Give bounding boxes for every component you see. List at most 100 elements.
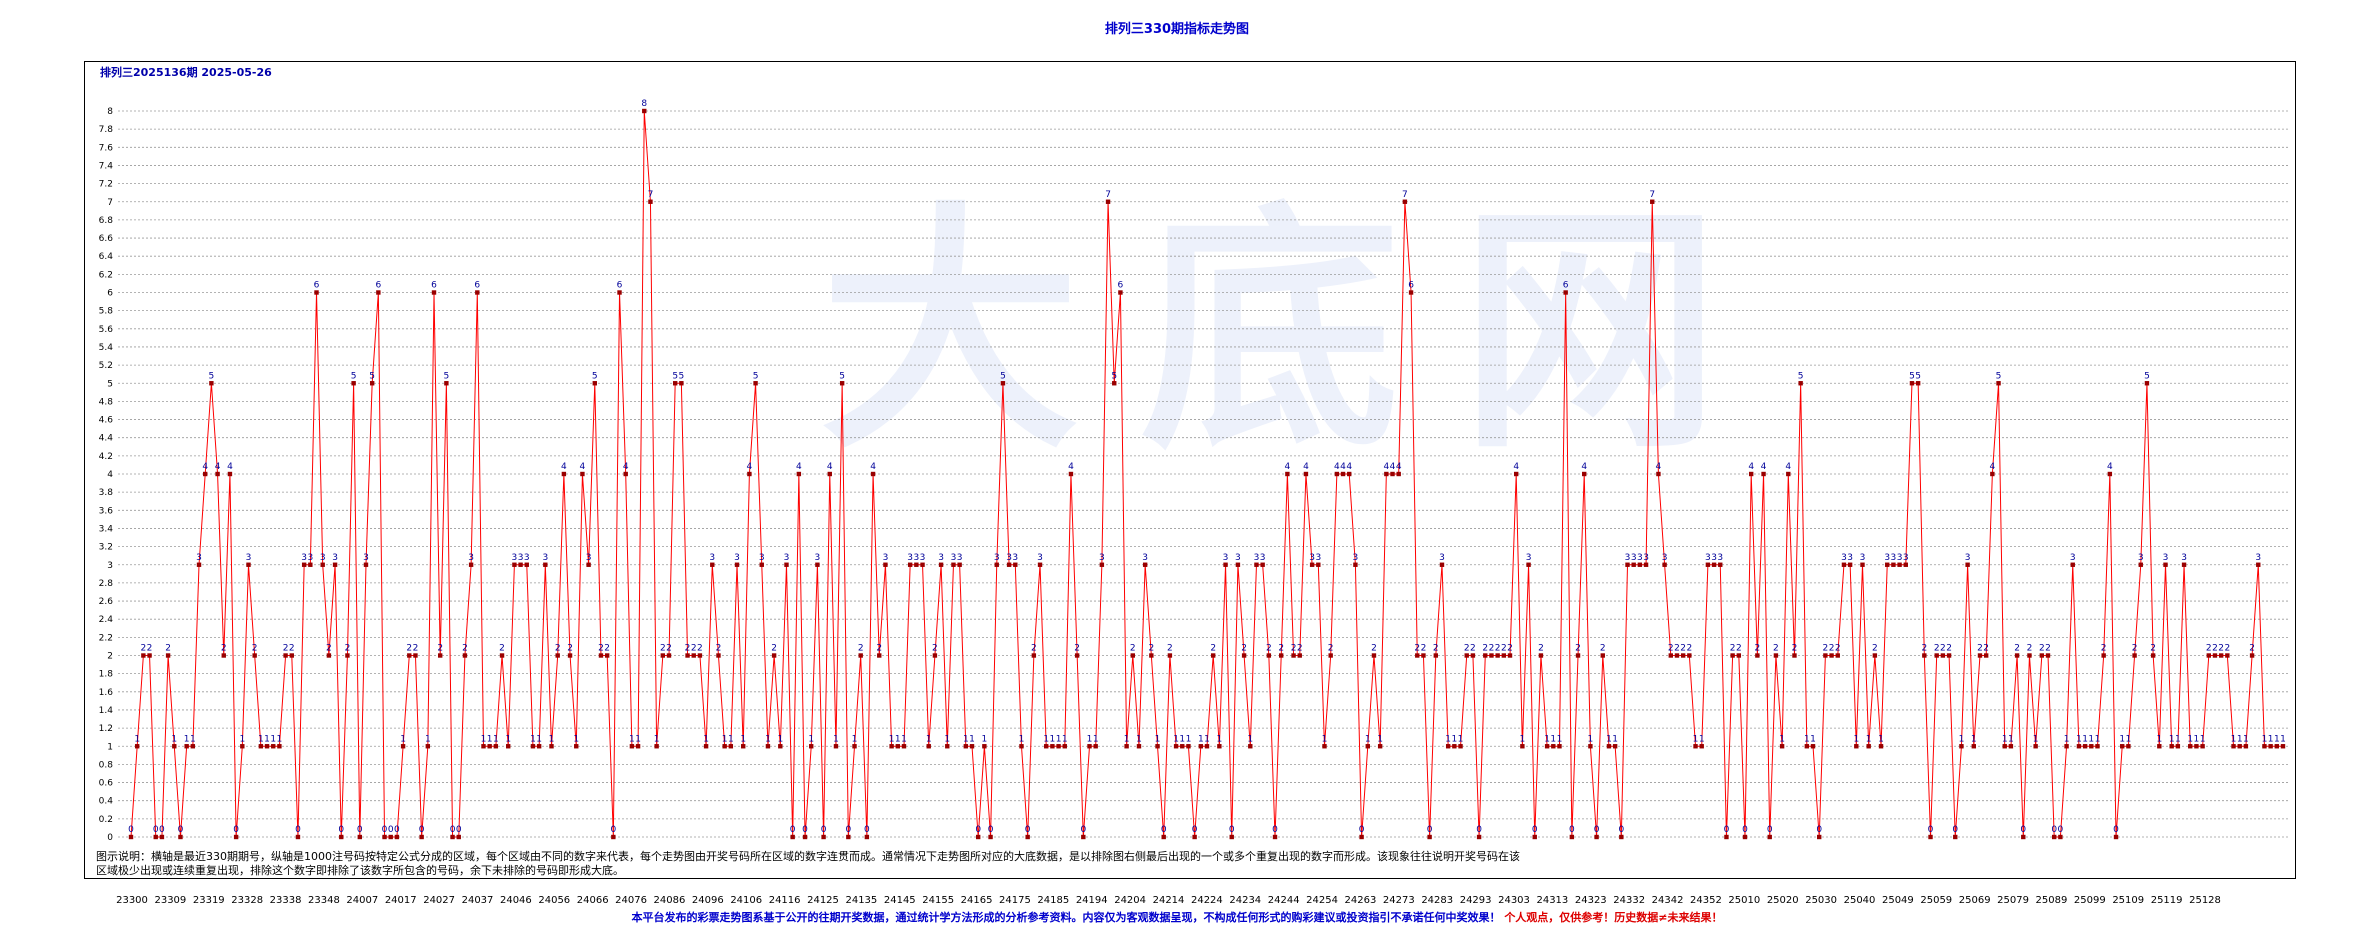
- data-point: [203, 471, 208, 477]
- x-tick-label: 23300: [116, 895, 148, 906]
- data-point: [2120, 744, 2125, 749]
- data-point: [1235, 562, 1241, 567]
- data-point: [1136, 744, 1142, 749]
- data-label: 1: [1204, 734, 1210, 744]
- data-point: [2237, 744, 2242, 749]
- data-label: 1: [573, 734, 579, 744]
- x-tick-label: 24313: [1536, 895, 1568, 906]
- data-point: [926, 744, 931, 749]
- data-point: [1371, 653, 1377, 658]
- data-point: [2280, 744, 2286, 749]
- data-label: 0: [419, 825, 425, 835]
- data-point: [2231, 744, 2236, 749]
- x-tick-label: 24056: [538, 895, 570, 906]
- data-point: [153, 834, 158, 840]
- data-point: [178, 834, 183, 840]
- x-tick-label: 24254: [1306, 895, 1338, 906]
- data-label: 0: [357, 825, 363, 835]
- data-label: 1: [1179, 734, 1185, 744]
- data-label: 1: [1520, 734, 1526, 744]
- data-label: 2: [1736, 644, 1742, 654]
- data-point: [660, 653, 666, 658]
- data-point: [1983, 653, 1989, 658]
- data-point: [215, 471, 220, 477]
- data-label: 3: [1235, 553, 1241, 563]
- data-point: [1334, 471, 1340, 477]
- data-label: 1: [270, 734, 276, 744]
- data-point: [2188, 744, 2193, 749]
- data-point: [1223, 562, 1228, 567]
- data-point: [994, 562, 999, 567]
- data-label: 4: [215, 462, 221, 472]
- data-label: 1: [1093, 734, 1099, 744]
- x-tick-label: 24125: [807, 895, 839, 906]
- data-point: [1582, 471, 1587, 477]
- data-label: 1: [2268, 734, 2274, 744]
- chart-description: 图示说明：横轴是最近330期期号，纵轴是1000注号码按特定公式分成的区域，每个…: [96, 850, 1520, 877]
- data-label: 1: [1445, 734, 1451, 744]
- data-point: [1619, 834, 1624, 840]
- data-point: [289, 653, 294, 658]
- data-point: [1241, 653, 1247, 658]
- data-label: 1: [1810, 734, 1816, 744]
- data-point: [2243, 744, 2249, 749]
- data-label: 2: [1680, 644, 1686, 654]
- data-label: 3: [542, 553, 548, 563]
- y-tick-label: 2.2: [99, 633, 113, 643]
- data-label: 4: [1334, 462, 1340, 472]
- data-point: [444, 381, 449, 386]
- data-label: 3: [883, 553, 889, 563]
- data-label: 1: [1699, 734, 1705, 744]
- data-point: [1860, 562, 1865, 567]
- data-point: [1625, 562, 1630, 567]
- data-label: 5: [753, 371, 759, 381]
- data-point: [567, 653, 573, 658]
- data-label: 3: [2255, 553, 2261, 563]
- data-point: [431, 290, 437, 295]
- data-label: 3: [709, 553, 715, 563]
- data-point: [1489, 653, 1494, 658]
- data-label: 3: [2070, 553, 2076, 563]
- data-point: [394, 834, 400, 840]
- data-label: 2: [1983, 644, 1989, 654]
- data-point: [1470, 653, 1476, 658]
- data-point: [1674, 653, 1680, 658]
- data-point: [1643, 562, 1649, 567]
- data-label: 0: [1618, 825, 1624, 835]
- data-point: [1210, 653, 1216, 658]
- data-label: 3: [1037, 553, 1043, 563]
- data-point: [1786, 471, 1791, 477]
- data-label: 2: [1674, 644, 1680, 654]
- data-label: 2: [1934, 644, 1940, 654]
- disclaimer-warning: 个人观点，仅供参考！历史数据≠未来结果！: [1504, 911, 1723, 924]
- data-point: [407, 653, 412, 658]
- data-point: [1520, 744, 1525, 749]
- data-point: [796, 471, 802, 477]
- x-tick-label: 23319: [193, 895, 225, 906]
- data-point: [975, 834, 981, 840]
- x-tick-label: 25010: [1728, 895, 1760, 906]
- data-point: [147, 653, 152, 658]
- data-label: 2: [2224, 644, 2230, 654]
- data-point: [314, 290, 319, 295]
- data-label: 2: [716, 644, 722, 654]
- data-point: [1019, 744, 1024, 749]
- data-label: 2: [1755, 644, 1761, 654]
- data-label: 1: [171, 734, 177, 744]
- data-label: 3: [1439, 553, 1445, 563]
- data-point: [190, 744, 196, 749]
- y-tick-label: 5.6: [99, 325, 114, 335]
- x-tick-label: 24096: [692, 895, 724, 906]
- data-label: 3: [320, 553, 326, 563]
- data-label: 0: [2051, 825, 2057, 835]
- data-label: 2: [1464, 644, 1470, 654]
- data-label: 0: [153, 825, 159, 835]
- x-tick-label: 25119: [2151, 895, 2183, 906]
- data-label: 1: [2194, 734, 2200, 744]
- data-point: [1297, 653, 1302, 658]
- x-tick-label: 25040: [1844, 895, 1876, 906]
- data-label: 3: [920, 553, 926, 563]
- data-label: 2: [413, 644, 419, 654]
- data-point: [1402, 199, 1408, 204]
- data-point: [858, 653, 863, 658]
